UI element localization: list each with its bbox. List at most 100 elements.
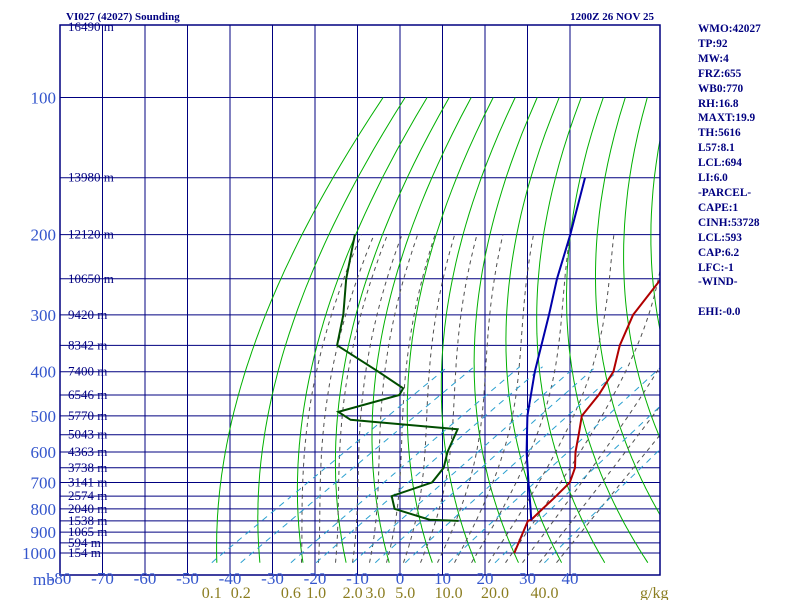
stats-line: -PARCEL- [698, 186, 752, 199]
dry-adiabat-line [505, 97, 563, 563]
temperature-tick-label: -50 [176, 569, 199, 588]
dry-adiabat-line [565, 97, 649, 563]
temperature-tick-label: -80 [49, 569, 72, 588]
mixing-ratio-line [211, 366, 449, 564]
height-label: 16490 m [68, 19, 114, 34]
pressure-tick-label: 800 [31, 500, 57, 519]
temperature-tick-label: -60 [134, 569, 157, 588]
dry-adiabat-line [257, 97, 406, 563]
dry-adiabat-line [473, 97, 538, 563]
pressure-tick-label: 300 [31, 306, 57, 325]
stats-line: EHI:-0.0 [698, 306, 741, 319]
mixing-ratio-tick-label: 3.0 [365, 585, 385, 600]
dry-adiabat-line [650, 137, 660, 333]
mixing-ratio-line [374, 366, 597, 564]
dry-adiabat-line [334, 97, 450, 563]
stats-line: CINH:53728 [698, 216, 760, 229]
moist-adiabat-line [522, 365, 660, 563]
moist-adiabat-line [301, 234, 362, 563]
mixing-ratio-tick-label: 40.0 [530, 585, 558, 600]
stats-line: MAXT:19.9 [698, 112, 756, 125]
dry-adiabat-line [440, 97, 516, 563]
chart-time: 1200Z 26 NOV 25 [570, 11, 654, 23]
stats-panel: WMO:42027 TP:92 MW:4 FRZ:655 WB0:770 RH:16.8 M… [698, 22, 761, 320]
height-label: 13980 m [68, 170, 114, 185]
pressure-tick-label: 500 [31, 407, 57, 426]
moist-adiabat-line [488, 234, 615, 563]
height-label: 1538 m [68, 513, 107, 528]
stats-line: WMO:42027 [698, 23, 761, 35]
temperature-tick-label: -40 [219, 569, 242, 588]
dry-adiabat-line [777, 98, 800, 563]
temperature-tick-label: 40 [562, 569, 579, 588]
dry-adiabat-line [536, 97, 606, 563]
height-label: 154 m [68, 545, 101, 560]
pressure-tick-label: 900 [31, 523, 57, 542]
mixing-ratio-line [240, 366, 475, 564]
parcel-trace [525, 177, 586, 520]
dry-adiabat-line [623, 97, 660, 440]
dry-adiabat-line [595, 97, 660, 516]
mixing-ratio-tick-label: 0.1 [202, 585, 222, 600]
mixing-ratio-tick-label: 0.6 [281, 585, 301, 600]
pressure-tick-label: 100 [31, 89, 57, 108]
stats-line: LFC:-1 [698, 261, 734, 274]
temperature-tick-label: 0 [396, 569, 405, 588]
height-label: 4363 m [68, 444, 107, 459]
mixing-ratio-line [315, 366, 543, 564]
unit-label-gkg: g/kg [640, 585, 668, 600]
moist-adiabat-line [386, 234, 436, 563]
temperature-tick-label: -10 [346, 569, 369, 588]
dry-adiabat-line [371, 97, 472, 563]
stats-line: RH:16.8 [698, 97, 739, 110]
plot-frame [59, 24, 661, 576]
stats-line [698, 290, 761, 305]
stats-line: LI:6.0 [698, 172, 728, 185]
moist-adiabat-line [471, 234, 571, 563]
mixing-ratio-tick-label: 5.0 [395, 585, 415, 600]
temperature-tick-label: -70 [91, 569, 114, 588]
stats-line: L57:8.1 [698, 142, 735, 155]
height-label: 3738 m [68, 460, 107, 475]
pressure-tick-label: 200 [31, 226, 57, 245]
stats-line: LCL:694 [698, 157, 742, 170]
height-label: 7400 m [68, 364, 107, 379]
height-label: 2040 m [68, 501, 107, 516]
stats-line: MW:4 [698, 52, 729, 65]
dry-adiabat-line [406, 97, 494, 563]
stats-line: CAP:6.2 [698, 246, 740, 259]
stats-line: LCL:593 [698, 231, 742, 244]
moist-adiabat-line [437, 234, 504, 563]
stats-line: TH:5616 [698, 127, 741, 140]
mixing-ratio-tick-label: 0.2 [231, 585, 251, 600]
height-label: 5770 m [68, 408, 107, 423]
stats-line: CAPE:1 [698, 201, 739, 214]
dry-adiabat-line [216, 97, 384, 563]
dry-adiabat-line [296, 97, 428, 563]
mixing-ratio-line [404, 366, 624, 564]
height-label: 12120 m [68, 227, 114, 242]
moist-adiabat-line [352, 234, 403, 563]
moist-adiabat-line [556, 434, 660, 564]
stats-line: TP:92 [698, 37, 728, 50]
moist-adiabat-line [403, 234, 456, 563]
height-label: 594 m [68, 535, 101, 550]
mixing-ratio-tick-label: 2.0 [343, 585, 363, 600]
pressure-tick-label: 700 [31, 473, 57, 492]
mixing-ratio-line [290, 366, 521, 564]
dewpoint-trace [335, 234, 460, 522]
chart-title: VI027 (42027) Sounding [66, 11, 180, 23]
temperature-trace [513, 278, 660, 554]
mixing-ratio-tick-label: 1.0 [306, 585, 326, 600]
temperature-tick-label: -30 [261, 569, 284, 588]
temperature-tick-label: -20 [304, 569, 327, 588]
moist-adiabat-line [539, 405, 660, 563]
pressure-tick-label: 600 [31, 443, 57, 462]
stats-line: FRZ:655 [698, 67, 742, 80]
mixing-ratio-line [352, 366, 576, 564]
moist-adiabat-line [420, 234, 478, 563]
stats-line: WB0:770 [698, 82, 744, 95]
stats-line: -WIND- [698, 276, 738, 289]
